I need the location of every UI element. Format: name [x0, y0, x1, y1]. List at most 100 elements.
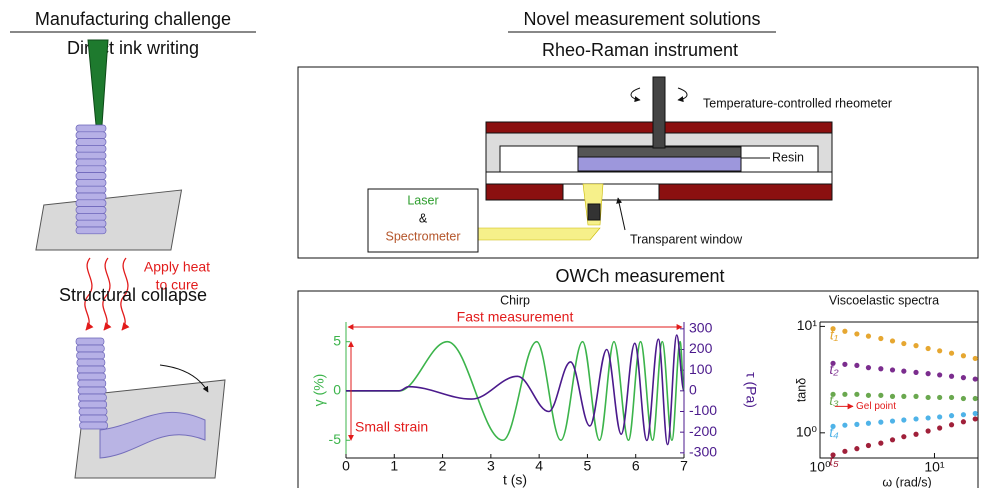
- x-tick-label: 7: [680, 458, 688, 474]
- y-axis-label: γ (%): [311, 374, 327, 407]
- layer: [75, 158, 107, 167]
- instrument-drawing: [367, 76, 833, 253]
- label: Transparent window: [630, 232, 743, 246]
- y2-tick-label: -300: [689, 444, 717, 460]
- y2-tick-label: 0: [689, 382, 697, 398]
- data-point: [948, 413, 955, 419]
- layer: [77, 379, 107, 388]
- right-header: Novel measurement solutions: [523, 9, 760, 29]
- data-point: [901, 368, 907, 374]
- y-tick-label: 5: [333, 332, 341, 348]
- data-line: [346, 334, 685, 446]
- layer: [75, 226, 107, 235]
- data-point: [937, 348, 943, 354]
- data-point: [937, 372, 943, 378]
- panel-frame: [297, 66, 979, 259]
- y2-tick-label: 200: [689, 340, 713, 356]
- data-point: [960, 353, 967, 359]
- panel-frame: [297, 290, 979, 488]
- annotation: Gel point: [856, 401, 896, 412]
- data-point: [937, 394, 943, 401]
- x-axis-label: ω (rad/s): [882, 475, 931, 488]
- layer: [76, 358, 106, 367]
- heat-arrows: [84, 257, 130, 331]
- data-point: [854, 446, 860, 452]
- section-title: Rheo-Raman instrument: [542, 40, 738, 60]
- data-point: [960, 395, 967, 402]
- data-point: [925, 415, 931, 421]
- y2-tick-label: 100: [689, 361, 713, 377]
- data-point: [865, 442, 872, 449]
- layer: [76, 365, 106, 374]
- y-axis-label: tanδ: [794, 378, 808, 402]
- data-point: [889, 418, 896, 424]
- layer: [75, 138, 107, 146]
- layer: [75, 179, 107, 187]
- data-point: [865, 365, 872, 371]
- layer: [75, 151, 107, 160]
- layer: [78, 407, 108, 416]
- layer: [78, 400, 108, 409]
- heat-label: to cure: [156, 277, 199, 293]
- data-point: [830, 423, 836, 429]
- x-axis-label: t (s): [503, 472, 527, 488]
- layer: [75, 199, 107, 207]
- layer: [78, 414, 108, 423]
- x-tick-label: 10⁰: [809, 459, 831, 475]
- chart-title: Viscoelastic spectra: [829, 293, 939, 307]
- data-point: [854, 421, 860, 427]
- data-point: [842, 422, 848, 428]
- layer: [75, 172, 107, 180]
- data-point: [865, 392, 872, 398]
- y-tick-label: -5: [329, 431, 342, 447]
- data-point: [878, 392, 884, 398]
- layer: [79, 421, 108, 430]
- y2-tick-label: -100: [689, 402, 717, 418]
- data-point: [901, 340, 907, 347]
- series-label: t₂: [829, 361, 839, 377]
- x-tick-label: 0: [342, 458, 350, 474]
- data-point: [913, 369, 919, 375]
- y-tick-label: 0: [333, 382, 341, 398]
- axis: [819, 322, 978, 459]
- data-point: [889, 367, 896, 373]
- data-point: [925, 394, 931, 401]
- label: &: [419, 211, 428, 225]
- data-point: [913, 343, 919, 349]
- chart-title: Chirp: [500, 293, 530, 307]
- data-point: [901, 434, 907, 440]
- label: Resin: [772, 150, 804, 164]
- x-tick-label: 5: [584, 458, 592, 474]
- data-point: [830, 452, 836, 458]
- y-tick-label: 10⁰: [796, 424, 818, 440]
- data-point: [901, 417, 907, 423]
- layer: [75, 185, 107, 194]
- layer: [75, 192, 107, 201]
- series-label: t₅: [829, 453, 839, 469]
- annotation: Small strain: [355, 419, 428, 435]
- data-point: [960, 375, 967, 381]
- y2-tick-label: -200: [689, 423, 717, 439]
- layer: [78, 393, 107, 402]
- y2-tick-label: 300: [689, 320, 713, 336]
- data-point: [854, 331, 860, 337]
- data-point: [854, 362, 860, 369]
- layer: [75, 124, 107, 133]
- left-header: Manufacturing challenge: [35, 9, 231, 29]
- data-point: [878, 440, 884, 446]
- data-point: [972, 355, 978, 362]
- data-point: [865, 420, 872, 426]
- layer: [75, 206, 107, 214]
- data-point: [842, 328, 848, 334]
- label: Temperature-controlled rheometer: [703, 96, 892, 110]
- data-point: [878, 335, 884, 342]
- data-point: [948, 373, 955, 379]
- series-label: t₄: [829, 424, 839, 440]
- data-point: [913, 416, 919, 422]
- heat-label: Apply heat: [144, 259, 210, 275]
- x-tick-label: 2: [439, 458, 447, 474]
- data-line: [346, 340, 685, 442]
- x-tick-label: 6: [632, 458, 640, 474]
- printing-illustration: [35, 39, 183, 251]
